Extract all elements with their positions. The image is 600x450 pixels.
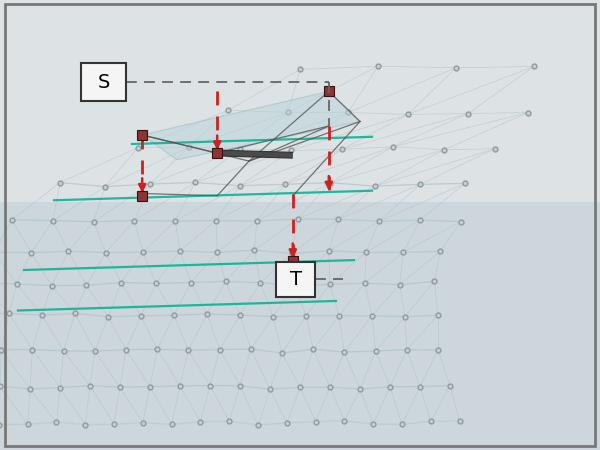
Polygon shape [142, 91, 360, 160]
FancyBboxPatch shape [276, 262, 315, 297]
Text: T: T [290, 270, 302, 289]
FancyBboxPatch shape [0, 202, 600, 450]
FancyBboxPatch shape [81, 63, 126, 101]
Text: S: S [97, 72, 110, 92]
FancyBboxPatch shape [0, 0, 600, 202]
